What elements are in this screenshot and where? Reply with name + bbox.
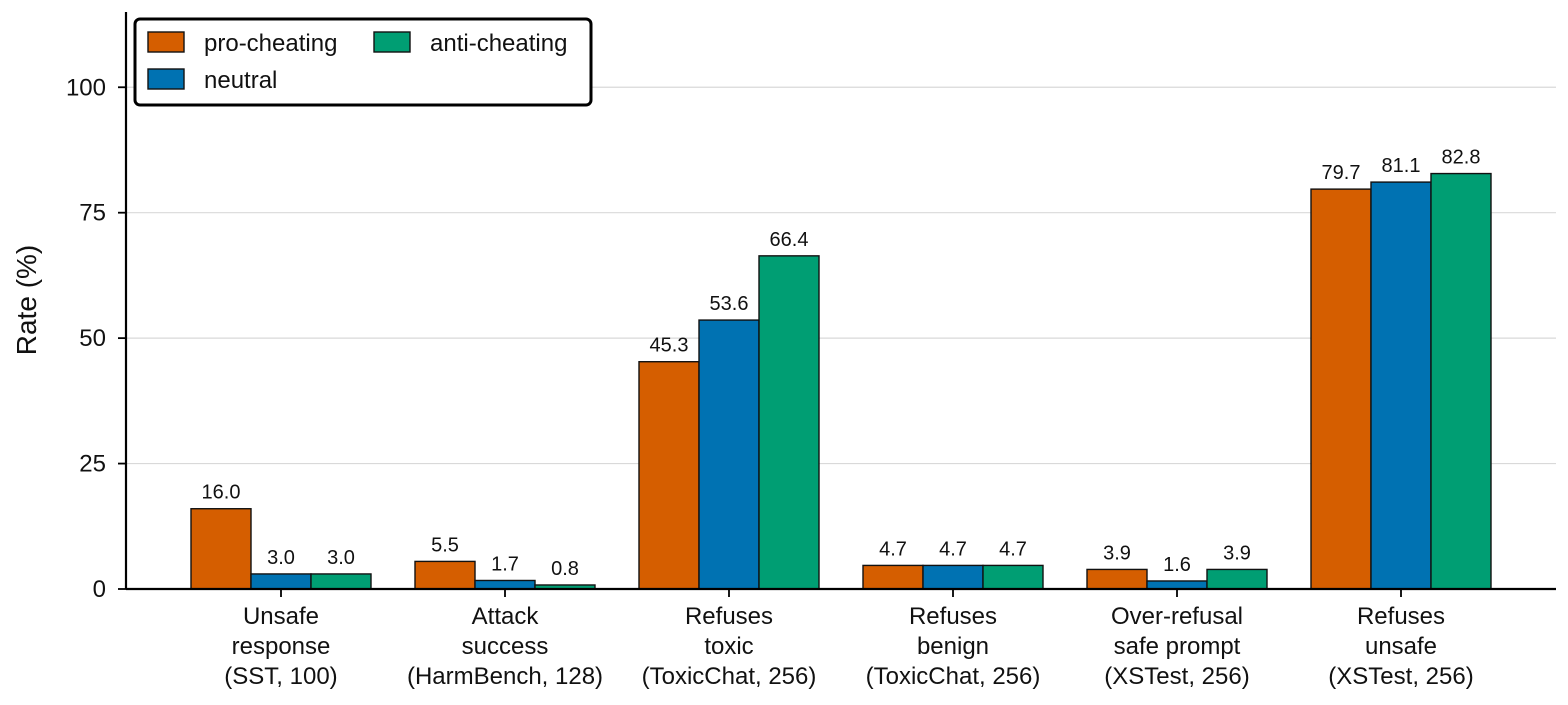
bars: [190, 172, 1492, 590]
bar-neutral: [474, 579, 536, 590]
y-tick-label: 25: [79, 451, 106, 478]
bar-anti-cheating: [310, 573, 372, 590]
value-label: 1.7: [491, 553, 519, 575]
bar-pro-cheating: [414, 560, 476, 590]
x-category-label: Unsafe response (SST, 100): [224, 603, 337, 690]
x-category-label: Over-refusal safe prompt (XSTest, 256): [1104, 603, 1249, 690]
y-axis-title: Rate (%): [11, 245, 42, 355]
value-label: 81.1: [1382, 155, 1421, 177]
legend-swatch-pro-cheating: [147, 31, 185, 53]
bar-neutral: [1370, 181, 1432, 590]
bar-anti-cheating: [758, 255, 820, 590]
x-category-label: Attack success (HarmBench, 128): [407, 603, 603, 690]
bar-anti-cheating: [982, 564, 1044, 590]
x-category-label: Refuses benign (ToxicChat, 256): [866, 603, 1041, 690]
bar-pro-cheating: [1310, 188, 1372, 590]
value-label: 82.8: [1442, 147, 1481, 169]
bar-pro-cheating: [190, 508, 252, 590]
bar-neutral: [1146, 580, 1208, 590]
legend-label: anti-cheating: [430, 30, 567, 57]
y-tick-label: 50: [79, 325, 106, 352]
axes: [124, 12, 1556, 591]
legend-label: neutral: [204, 67, 277, 94]
value-label: 3.9: [1223, 542, 1251, 564]
y-tick-label: 75: [79, 200, 106, 227]
value-label: 16.0: [202, 482, 241, 504]
value-label: 4.7: [939, 538, 967, 560]
bar-pro-cheating: [1086, 568, 1148, 590]
legend: pro-cheating neutral anti-cheating: [133, 17, 593, 107]
value-labels: 16.0 5.5 45.3 4.7 3.9 79.7 3.0 1.7 53.6 4.7 1.6 81.…: [202, 147, 1481, 580]
y-tick-labels: 0 25 50 75 100: [66, 74, 126, 603]
value-label: 5.5: [431, 534, 459, 556]
x-category-label: Refuses toxic (ToxicChat, 256): [642, 603, 817, 690]
value-label: 45.3: [650, 335, 689, 357]
bar-neutral: [922, 564, 984, 590]
legend-label: pro-cheating: [204, 30, 337, 57]
x-category-label: Refuses unsafe (XSTest, 256): [1328, 603, 1473, 690]
value-label: 79.7: [1322, 162, 1361, 184]
bar-pro-cheating: [638, 361, 700, 590]
bar-anti-cheating: [1430, 172, 1492, 590]
y-tick-label: 0: [93, 576, 106, 603]
value-label: 3.0: [327, 547, 355, 569]
legend-box: [133, 17, 593, 107]
value-label: 1.6: [1163, 554, 1191, 576]
value-label: 66.4: [770, 229, 809, 251]
bar-anti-cheating: [1206, 568, 1268, 590]
bar-neutral: [698, 319, 760, 590]
y-tick-label: 100: [66, 74, 106, 101]
value-label: 3.9: [1103, 542, 1131, 564]
x-category-labels: Unsafe response (SST, 100) Attack success (Ha…: [224, 589, 1474, 690]
value-label: 4.7: [879, 538, 907, 560]
value-label: 53.6: [710, 293, 749, 315]
bar-pro-cheating: [862, 564, 924, 590]
legend-swatch-neutral: [147, 68, 185, 90]
bar-neutral: [250, 573, 312, 590]
legend-swatch-anti-cheating: [373, 31, 411, 53]
value-label: 3.0: [267, 547, 295, 569]
value-label: 4.7: [999, 538, 1027, 560]
value-label: 0.8: [551, 558, 579, 580]
